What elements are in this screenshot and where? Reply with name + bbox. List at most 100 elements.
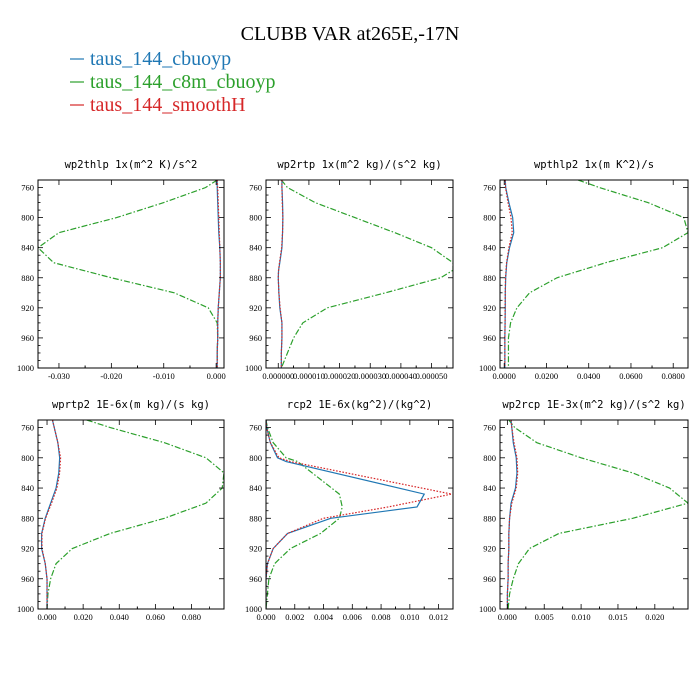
- x-tick-label: 0.008: [372, 612, 391, 622]
- x-tick-label: -0.030: [48, 371, 70, 381]
- legend: taus_144_cbuoyptaus_144_c8m_cbuoyptaus_1…: [70, 48, 276, 116]
- x-tick-label: 0.000030: [354, 371, 386, 381]
- series-group: [277, 180, 453, 368]
- x-tick-label: 0.040: [110, 612, 129, 622]
- y-tick-label: 800: [21, 453, 34, 463]
- y-tick-label: 800: [21, 213, 34, 223]
- series-line-taus_144_cbuoyp: [506, 420, 518, 609]
- x-tick-label: 0.006: [343, 612, 362, 622]
- legend-item: taus_144_smoothH: [70, 94, 246, 116]
- y-tick-label: 760: [21, 183, 34, 193]
- series-line-taus_144_c8m_cbuoyp: [38, 180, 219, 368]
- y-tick-label: 960: [483, 574, 496, 584]
- series-group: [504, 180, 688, 368]
- x-tick-label: 0.000010: [293, 371, 325, 381]
- x-tick-label: 0.005: [535, 612, 554, 622]
- x-tick-label: 0.020: [74, 612, 93, 622]
- y-tick-label: 880: [249, 273, 262, 283]
- y-tick-label: 880: [483, 513, 496, 523]
- plot-frame: [499, 179, 689, 369]
- plot-frame: [265, 419, 454, 610]
- x-tick-label: 0.060: [146, 612, 165, 622]
- y-tick-label: 920: [483, 303, 496, 313]
- x-tick-label: 0.012: [429, 612, 448, 622]
- series-line-taus_144_c8m_cbuoyp: [280, 180, 453, 368]
- x-tick-label: 0.002: [285, 612, 304, 622]
- y-tick-label: 1000: [17, 363, 34, 373]
- x-tick-label: 0.000000: [262, 371, 294, 381]
- x-tick-label: 0.010: [572, 612, 591, 622]
- panel-6: wp2rcp 1E-3x(m^2 kg)/(s^2 kg) 760 800 840 88…: [479, 399, 689, 622]
- x-tick-label: 0.0400: [577, 371, 600, 381]
- plot-frame: [37, 419, 225, 610]
- panel-title: rcp2 1E-6x(kg^2)/(kg^2): [287, 399, 432, 411]
- panels: wp2thlp 1x(m^2 K)/s^2 760 800 840 880 920 960 1…: [17, 159, 689, 622]
- panel-4: wprtp2 1E-6x(m kg)/(s kg) 760 800 840 880 920…: [17, 399, 225, 622]
- y-tick-label: 960: [21, 333, 34, 343]
- series-group: [41, 420, 224, 609]
- panel-title: wprtp2 1E-6x(m kg)/(s kg): [52, 399, 210, 411]
- y-tick-label: 760: [249, 423, 262, 433]
- y-tick-label: 920: [21, 303, 34, 313]
- panel-5: rcp2 1E-6x(kg^2)/(kg^2) 760 800 840 880 920 96…: [245, 399, 454, 622]
- x-tick-label: -0.020: [100, 371, 122, 381]
- y-tick-label: 960: [249, 333, 262, 343]
- y-tick-label: 800: [249, 453, 262, 463]
- y-tick-label: 800: [483, 213, 496, 223]
- y-tick-label: 840: [249, 243, 262, 253]
- series-line-taus_144_cbuoyp: [504, 180, 515, 368]
- plot-frame: [37, 179, 225, 369]
- y-tick-label: 1000: [479, 604, 496, 614]
- panel-1: wp2thlp 1x(m^2 K)/s^2 760 800 840 880 920 960 1…: [17, 159, 226, 381]
- y-tick-label: 1000: [17, 604, 34, 614]
- series-line-taus_144_c8m_cbuoyp: [507, 420, 688, 609]
- series-line-taus_144_cbuoyp: [266, 420, 426, 609]
- series-line-taus_144_cbuoyp: [41, 420, 61, 609]
- x-tick-label: 0.000: [498, 612, 517, 622]
- y-tick-label: 800: [483, 453, 496, 463]
- figure-title: CLUBB VAR at265E,-17N: [241, 23, 460, 45]
- plot-frame: [499, 419, 689, 610]
- legend-item: taus_144_c8m_cbuoyp: [70, 71, 276, 93]
- y-tick-label: 880: [21, 513, 34, 523]
- y-tick-label: 1000: [479, 363, 496, 373]
- y-tick-label: 880: [21, 273, 34, 283]
- legend-label: taus_144_c8m_cbuoyp: [90, 71, 276, 93]
- panel-2: wp2rtp 1x(m^2 kg)/(s^2 kg) 760 800 840 880 92…: [245, 159, 454, 381]
- x-tick-label: 0.000020: [324, 371, 356, 381]
- y-tick-label: 960: [249, 574, 262, 584]
- x-tick-label: 0.000: [207, 371, 226, 381]
- series-line-taus_144_smoothH: [277, 180, 284, 368]
- y-tick-label: 840: [21, 483, 34, 493]
- series-group: [38, 180, 221, 368]
- x-tick-label: 0.000: [256, 612, 275, 622]
- y-tick-label: 880: [249, 513, 262, 523]
- x-tick-label: 0.000040: [385, 371, 417, 381]
- panel-title: wp2rcp 1E-3x(m^2 kg)/(s^2 kg): [502, 399, 685, 411]
- panel-title: wp2rtp 1x(m^2 kg)/(s^2 kg): [277, 159, 441, 171]
- y-tick-label: 760: [483, 423, 496, 433]
- y-tick-label: 920: [21, 544, 34, 554]
- series-line-taus_144_smoothH: [41, 420, 62, 609]
- series-line-taus_144_smoothH: [216, 180, 221, 368]
- series-group: [266, 420, 452, 609]
- y-tick-label: 760: [483, 183, 496, 193]
- y-tick-label: 920: [249, 303, 262, 313]
- panel-title: wp2thlp 1x(m^2 K)/s^2: [65, 159, 198, 171]
- y-tick-label: 800: [249, 213, 262, 223]
- y-tick-label: 840: [483, 483, 496, 493]
- y-tick-label: 960: [483, 333, 496, 343]
- series-line-taus_144_c8m_cbuoyp: [46, 420, 224, 609]
- x-tick-label: 0.0000: [493, 371, 516, 381]
- y-tick-label: 760: [21, 423, 34, 433]
- y-tick-label: 920: [249, 544, 262, 554]
- plot-frame: [265, 179, 454, 369]
- x-tick-label: 0.020: [645, 612, 664, 622]
- x-tick-label: -0.010: [153, 371, 175, 381]
- series-line-taus_144_smoothH: [506, 420, 519, 609]
- x-tick-label: 0.000050: [416, 371, 448, 381]
- panel-3: wpthlp2 1x(m K^2)/s 760 800 840 880 920 960 100…: [479, 159, 689, 381]
- series-line-taus_144_c8m_cbuoyp: [507, 180, 688, 368]
- x-tick-label: 0.0200: [535, 371, 558, 381]
